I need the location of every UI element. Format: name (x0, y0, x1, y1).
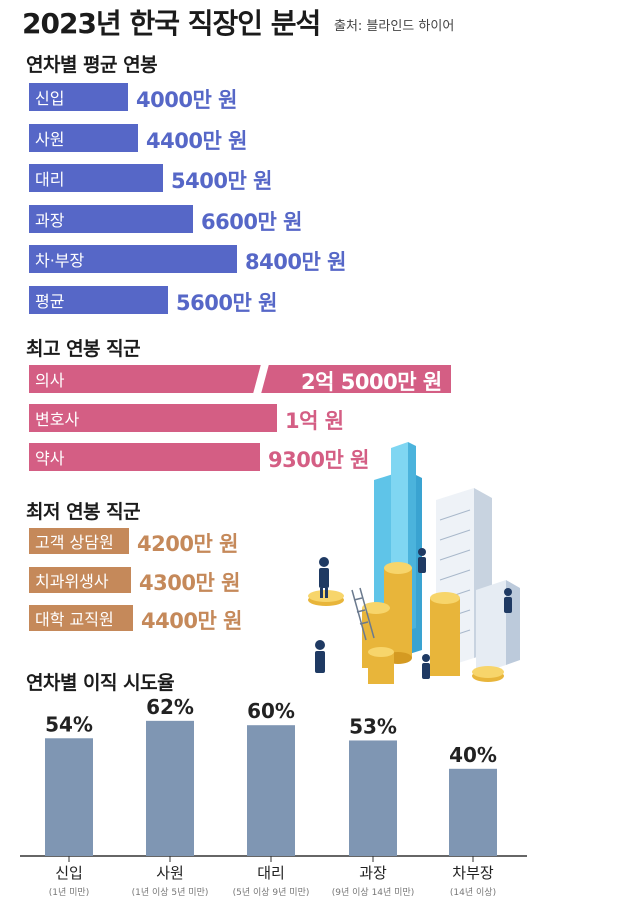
page-title: 2023년 한국 직장인 분석 (22, 7, 321, 40)
column-사원 (146, 720, 194, 856)
bar-치과위생사: 치과위생사 (29, 566, 131, 593)
bar-고객 상담원: 고객 상담원 (29, 528, 129, 554)
coin-stack-icon (308, 562, 504, 684)
city-coins-illustration (308, 442, 520, 684)
column-신입 (45, 738, 93, 856)
bar-value-label: 4000만 원 (136, 88, 237, 112)
bar-신입: 신입 (29, 83, 128, 111)
bar-value-label: 2억 5000만 원 (301, 370, 442, 394)
x-tick-label: 대리 (257, 864, 285, 882)
bar-value-label: 5400만 원 (171, 169, 272, 193)
bar-value-label: 6600만 원 (201, 209, 302, 234)
column-대리 (247, 725, 295, 856)
bar-value-label: 8400만 원 (245, 250, 346, 274)
x-tick-label: 신입 (55, 864, 83, 882)
bar-label: 의사 (35, 371, 65, 390)
x-tick-label: 차부장 (452, 864, 494, 882)
bar-label: 신입 (35, 89, 65, 108)
bar-label: 대리 (35, 170, 65, 189)
source-note: 출처: 블라인드 하이어 (334, 19, 455, 34)
column-value-label: 62% (146, 695, 194, 719)
bar-label: 사원 (35, 129, 65, 149)
bar-사원: 사원 (29, 123, 138, 152)
section-title-turnover: 연차별 이직 시도율 (26, 672, 175, 694)
section-title-lowest: 최저 연봉 직군 (26, 501, 141, 523)
bar-value-label: 4200만 원 (137, 532, 238, 556)
x-tick-sublabel: (9년 이상 14년 미만) (332, 887, 414, 898)
bar-value-label: 1억 원 (285, 409, 344, 433)
x-tick-label: 사원 (156, 864, 184, 882)
x-tick-sublabel: (5년 이상 9년 미만) (233, 887, 310, 898)
x-tick-sublabel: (1년 이상 5년 미만) (132, 887, 209, 898)
bar-value-label: 5600만 원 (176, 290, 277, 315)
bar-label: 차·부장 (35, 251, 85, 270)
column-차부장 (449, 768, 497, 856)
bar-value-label: 4300만 원 (139, 570, 240, 595)
bar-label: 약사 (35, 449, 65, 468)
column-value-label: 53% (349, 714, 397, 738)
bar-label: 변호사 (35, 410, 80, 429)
turnover-column-chart: 54% 신입 (1년 미만) 62% 사원 (1년 이상 5년 미만) 60% 대리 (5년 이… (20, 695, 527, 898)
bar-과장: 과장 (29, 204, 193, 233)
bar-label: 대학 교직원 (35, 610, 114, 629)
x-tick-label: 과장 (359, 864, 387, 882)
x-tick-sublabel: (1년 미만) (49, 887, 89, 898)
x-tick-sublabel: (14년 이상) (450, 887, 496, 898)
bar-label: 고객 상담원 (35, 533, 114, 552)
bar-의사: 의사 (29, 365, 451, 393)
bar-value-label: 4400만 원 (146, 128, 247, 153)
bar-label: 과장 (35, 210, 65, 230)
businessman-icon (315, 548, 512, 679)
column-value-label: 54% (45, 712, 93, 736)
bar-차·부장: 차·부장 (29, 245, 237, 273)
ladder-icon (351, 587, 375, 641)
bar-약사: 약사 (29, 443, 260, 471)
bar-label: 평균 (35, 291, 65, 311)
column-value-label: 40% (449, 743, 497, 767)
bar-value-label: 4400만 원 (141, 609, 242, 633)
bar-대학 교직원: 대학 교직원 (29, 605, 133, 631)
column-과장 (349, 740, 397, 856)
bar-평균: 평균 (29, 285, 168, 314)
section-title-highest: 최고 연봉 직군 (26, 338, 141, 360)
bar-label: 치과위생사 (35, 571, 109, 591)
bar-대리: 대리 (29, 164, 163, 192)
bar-변호사: 변호사 (29, 404, 277, 432)
section-title-salary-by-year: 연차별 평균 연봉 (26, 54, 158, 76)
column-value-label: 60% (247, 699, 295, 723)
bar-value-label: 9300만 원 (268, 448, 369, 472)
